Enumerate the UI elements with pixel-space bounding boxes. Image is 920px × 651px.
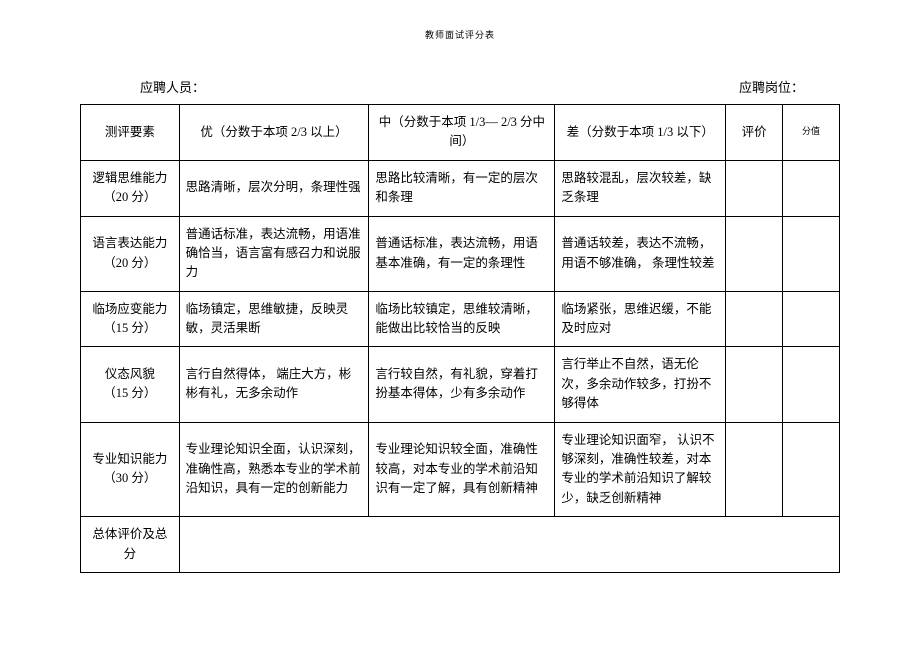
col-eval: 评价 bbox=[726, 105, 783, 161]
medium-cell: 言行较自然，有礼貌，穿着打扮基本得体，少有多余动作 bbox=[369, 347, 555, 422]
criterion-points: （15 分） bbox=[87, 384, 173, 403]
excellent-cell: 普通话标准，表达流畅，用语准确恰当，语言富有感召力和说服力 bbox=[179, 216, 369, 291]
excellent-cell: 专业理论知识全面，认识深刻，准确性高，熟悉本专业的学术前沿知识，具有一定的创新能… bbox=[179, 422, 369, 517]
score-cell bbox=[783, 422, 840, 517]
medium-cell: 普通话标准，表达流畅，用语基本准确，有一定的条理性 bbox=[369, 216, 555, 291]
criterion-name: 语言表达能力 bbox=[87, 234, 173, 253]
score-table: 测评要素 优（分数于本项 2/3 以上） 中（分数于本项 1/3— 2/3 分中… bbox=[80, 104, 840, 573]
col-score: 分值 bbox=[783, 105, 840, 161]
totals-label: 总体评价及总分 bbox=[81, 517, 180, 573]
medium-cell: 临场比较镇定，思维较清晰，能做出比较恰当的反映 bbox=[369, 291, 555, 347]
criterion-points: （20 分） bbox=[87, 254, 173, 273]
poor-cell: 临场紧张，思维迟缓，不能及时应对 bbox=[555, 291, 726, 347]
criterion-points: （20 分） bbox=[87, 188, 173, 207]
totals-row: 总体评价及总分 bbox=[81, 517, 840, 573]
excellent-cell: 临场镇定，思维敏捷，反映灵敏，灵活果断 bbox=[179, 291, 369, 347]
table-row: 仪态风貌 （15 分） 言行自然得体， 端庄大方，彬彬有礼，无多余动作 言行较自… bbox=[81, 347, 840, 422]
excellent-cell: 思路清晰，层次分明，条理性强 bbox=[179, 160, 369, 216]
score-cell bbox=[783, 347, 840, 422]
page: 教师面试评分表 应聘人员： 应聘岗位： 测评要素 优（分数于本项 2/3 以上）… bbox=[0, 0, 920, 651]
criterion-name: 逻辑思维能力 bbox=[87, 169, 173, 188]
criterion-name: 专业知识能力 bbox=[87, 450, 173, 469]
applicant-label: 应聘人员： bbox=[140, 77, 205, 96]
page-title: 教师面试评分表 bbox=[80, 28, 840, 41]
eval-cell bbox=[726, 216, 783, 291]
totals-cell bbox=[179, 517, 839, 573]
criterion-cell: 语言表达能力 （20 分） bbox=[81, 216, 180, 291]
poor-cell: 思路较混乱，层次较差，缺乏条理 bbox=[555, 160, 726, 216]
col-medium: 中（分数于本项 1/3— 2/3 分中间） bbox=[369, 105, 555, 161]
poor-cell: 普通话较差，表达不流畅，用语不够准确， 条理性较差 bbox=[555, 216, 726, 291]
table-header-row: 测评要素 优（分数于本项 2/3 以上） 中（分数于本项 1/3— 2/3 分中… bbox=[81, 105, 840, 161]
eval-cell bbox=[726, 422, 783, 517]
table-row: 语言表达能力 （20 分） 普通话标准，表达流畅，用语准确恰当，语言富有感召力和… bbox=[81, 216, 840, 291]
table-row: 专业知识能力 （30 分） 专业理论知识全面，认识深刻，准确性高，熟悉本专业的学… bbox=[81, 422, 840, 517]
table-row: 逻辑思维能力 （20 分） 思路清晰，层次分明，条理性强 思路比较清晰，有一定的… bbox=[81, 160, 840, 216]
excellent-cell: 言行自然得体， 端庄大方，彬彬有礼，无多余动作 bbox=[179, 347, 369, 422]
score-cell bbox=[783, 216, 840, 291]
medium-cell: 专业理论知识较全面，准确性较高，对本专业的学术前沿知识有一定了解，具有创新精神 bbox=[369, 422, 555, 517]
poor-cell: 言行举止不自然，语无伦次，多余动作较多，打扮不够得体 bbox=[555, 347, 726, 422]
header-row: 应聘人员： 应聘岗位： bbox=[80, 77, 840, 96]
criterion-points: （15 分） bbox=[87, 319, 173, 338]
col-criterion: 测评要素 bbox=[81, 105, 180, 161]
criterion-name: 临场应变能力 bbox=[87, 300, 173, 319]
medium-cell: 思路比较清晰，有一定的层次和条理 bbox=[369, 160, 555, 216]
eval-cell bbox=[726, 347, 783, 422]
poor-cell: 专业理论知识面窄， 认识不够深刻，准确性较差，对本专业的学术前沿知识了解较少，缺… bbox=[555, 422, 726, 517]
eval-cell bbox=[726, 160, 783, 216]
criterion-cell: 逻辑思维能力 （20 分） bbox=[81, 160, 180, 216]
criterion-cell: 仪态风貌 （15 分） bbox=[81, 347, 180, 422]
criterion-cell: 专业知识能力 （30 分） bbox=[81, 422, 180, 517]
criterion-cell: 临场应变能力 （15 分） bbox=[81, 291, 180, 347]
score-cell bbox=[783, 160, 840, 216]
position-label: 应聘岗位： bbox=[739, 77, 804, 96]
table-row: 临场应变能力 （15 分） 临场镇定，思维敏捷，反映灵敏，灵活果断 临场比较镇定… bbox=[81, 291, 840, 347]
eval-cell bbox=[726, 291, 783, 347]
criterion-name: 仪态风貌 bbox=[87, 365, 173, 384]
col-excellent: 优（分数于本项 2/3 以上） bbox=[179, 105, 369, 161]
col-poor: 差（分数于本项 1/3 以下） bbox=[555, 105, 726, 161]
criterion-points: （30 分） bbox=[87, 469, 173, 488]
score-cell bbox=[783, 291, 840, 347]
